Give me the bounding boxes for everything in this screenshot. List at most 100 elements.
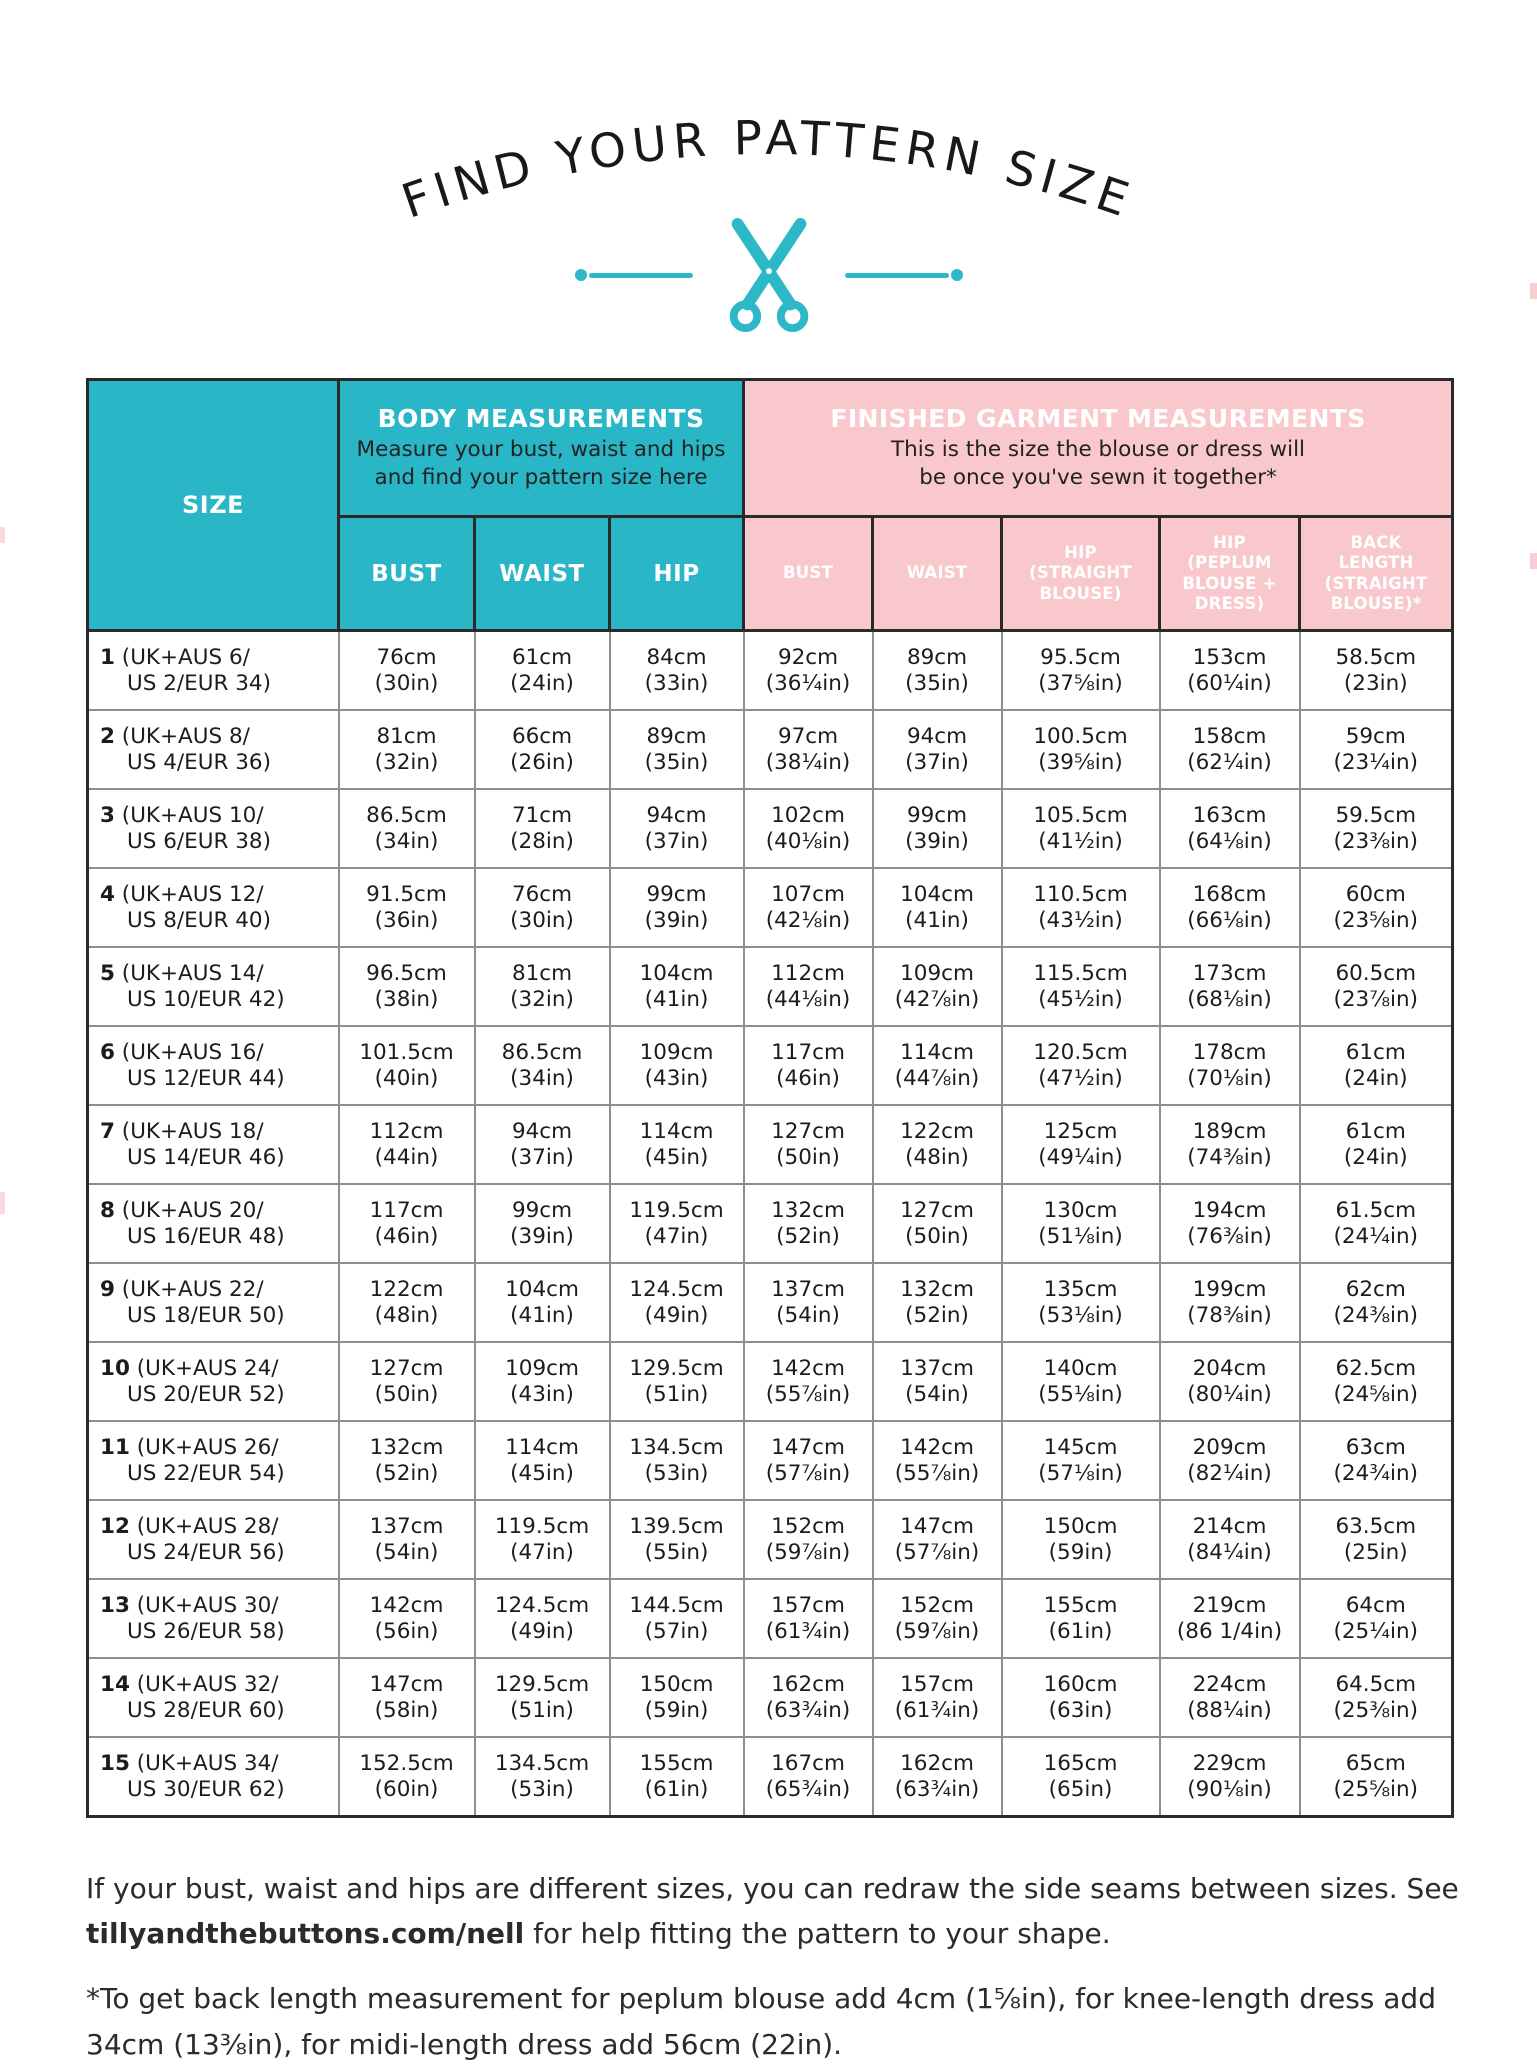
table-row: 4 (UK+AUS 12/US 8/EUR 40) 91.5cm (36in) 76c…	[86, 867, 1455, 948]
measurement-cell: 155cm (61in)	[1000, 1578, 1161, 1659]
measurement-cell: 64cm (25¼in)	[1298, 1578, 1455, 1659]
column-header: WAIST	[871, 515, 1003, 632]
measurement-cell: 61cm (24in)	[1298, 1025, 1455, 1106]
measurement-cell: 107cm (42⅛in)	[742, 867, 874, 948]
measurement-cell: 142cm (56in)	[337, 1578, 476, 1659]
measurement-cell: 89cm (35in)	[608, 709, 745, 790]
measurement-cell: 132cm (52in)	[337, 1420, 476, 1501]
measurement-cell: 162cm (63¾in)	[871, 1736, 1003, 1818]
measurement-cell: 120.5cm (47½in)	[1000, 1025, 1161, 1106]
measurement-cell: 214cm (84¼in)	[1158, 1499, 1301, 1580]
measurement-cell: 91.5cm (36in)	[337, 867, 476, 948]
table-row: 11 (UK+AUS 26/US 22/EUR 54) 132cm (52in) 11…	[86, 1420, 1455, 1501]
measurement-cell: 94cm (37in)	[871, 709, 1003, 790]
measurement-cell: 155cm (61in)	[608, 1736, 745, 1818]
dot-icon	[574, 269, 587, 281]
measurement-cell: 173cm (68⅛in)	[1158, 946, 1301, 1027]
column-header: BUST	[742, 515, 874, 632]
measurement-cell: 150cm (59in)	[608, 1657, 745, 1738]
measurement-cell: 142cm (55⅞in)	[871, 1420, 1003, 1501]
table-row: 1 (UK+AUS 6/US 2/EUR 34) 76cm (30in) 61cm (2…	[86, 629, 1455, 711]
divider-left	[574, 269, 693, 281]
measurement-cell: 139.5cm (55in)	[608, 1499, 745, 1580]
size-cell: 2 (UK+AUS 8/US 4/EUR 36)	[86, 709, 340, 790]
measurement-cell: 144.5cm (57in)	[608, 1578, 745, 1659]
measurement-cell: 63.5cm (25in)	[1298, 1499, 1455, 1580]
size-cell: 5 (UK+AUS 14/US 10/EUR 42)	[86, 946, 340, 1027]
measurement-cell: 102cm (40⅛in)	[742, 788, 874, 869]
measurement-cell: 163cm (64⅛in)	[1158, 788, 1301, 869]
measurement-cell: 124.5cm (49in)	[608, 1262, 745, 1343]
measurement-cell: 142cm (55⅞in)	[742, 1341, 874, 1422]
fitting-note: If your bust, waist and hips are differe…	[86, 1866, 1476, 1956]
measurement-cell: 109cm (43in)	[473, 1341, 611, 1422]
body-group-subtitle-line2: and find your pattern size here	[374, 465, 708, 490]
print-mark	[1530, 283, 1537, 299]
measurement-cell: 66cm (26in)	[473, 709, 611, 790]
measurement-cell: 158cm (62¼in)	[1158, 709, 1301, 790]
body-group-subtitle: Measure your bust, waist and hips and fi…	[340, 436, 742, 492]
measurement-cell: 92cm (36¼in)	[742, 629, 874, 711]
measurement-cell: 110.5cm (43½in)	[1000, 867, 1161, 948]
measurement-cell: 112cm (44⅛in)	[742, 946, 874, 1027]
measurement-cell: 189cm (74⅜in)	[1158, 1104, 1301, 1185]
measurement-cell: 62.5cm (24⅝in)	[1298, 1341, 1455, 1422]
measurement-cell: 157cm (61¾in)	[742, 1578, 874, 1659]
measurement-cell: 99cm (39in)	[871, 788, 1003, 869]
measurement-cell: 140cm (55⅛in)	[1000, 1341, 1161, 1422]
size-cell: 1 (UK+AUS 6/US 2/EUR 34)	[86, 629, 340, 711]
size-chart-table: SIZE BODY MEASUREMENTS Measure your bust…	[86, 378, 1455, 1818]
measurement-cell: 147cm (58in)	[337, 1657, 476, 1738]
print-mark	[0, 527, 5, 543]
table-row: 13 (UK+AUS 30/US 26/EUR 58) 142cm (56in) 12…	[86, 1578, 1455, 1659]
table-row: 8 (UK+AUS 20/US 16/EUR 48) 117cm (46in) 99c…	[86, 1183, 1455, 1264]
garment-group-subtitle-line2: be once you've sewn it together*	[919, 465, 1277, 490]
measurement-cell: 137cm (54in)	[742, 1262, 874, 1343]
measurement-cell: 168cm (66⅛in)	[1158, 867, 1301, 948]
measurement-cell: 157cm (61¾in)	[871, 1657, 1003, 1738]
print-mark	[0, 1192, 5, 1214]
table-row: 5 (UK+AUS 14/US 10/EUR 42) 96.5cm (38in) 81…	[86, 946, 1455, 1027]
size-cell: 4 (UK+AUS 12/US 8/EUR 40)	[86, 867, 340, 948]
measurement-cell: 114cm (45in)	[608, 1104, 745, 1185]
measurement-cell: 124.5cm (49in)	[473, 1578, 611, 1659]
measurement-cell: 119.5cm (47in)	[473, 1499, 611, 1580]
measurement-cell: 125cm (49¼in)	[1000, 1104, 1161, 1185]
measurement-cell: 127cm (50in)	[337, 1341, 476, 1422]
back-length-note: *To get back length measurement for pepl…	[86, 1982, 1436, 2061]
measurement-cell: 130cm (51⅛in)	[1000, 1183, 1161, 1264]
size-cell: 12 (UK+AUS 28/US 24/EUR 56)	[86, 1499, 340, 1580]
table-row: 7 (UK+AUS 18/US 14/EUR 46) 112cm (44in) 94c…	[86, 1104, 1455, 1185]
fitting-note-post: for help fitting the pattern to your sha…	[524, 1917, 1111, 1950]
measurement-cell: 147cm (57⅞in)	[871, 1499, 1003, 1580]
garment-group-subtitle-line1: This is the size the blouse or dress wil…	[891, 437, 1306, 463]
measurement-cell: 150cm (59in)	[1000, 1499, 1161, 1580]
measurement-cell: 134.5cm (53in)	[608, 1420, 745, 1501]
measurement-cell: 162cm (63¾in)	[742, 1657, 874, 1738]
print-mark	[1530, 553, 1537, 569]
measurement-cell: 60.5cm (23⅞in)	[1298, 946, 1455, 1027]
measurement-cell: 84cm (33in)	[608, 629, 745, 711]
measurement-cell: 145cm (57⅛in)	[1000, 1420, 1161, 1501]
measurement-cell: 117cm (46in)	[742, 1025, 874, 1106]
size-column-header: SIZE	[86, 378, 340, 632]
scissors-divider	[0, 218, 1537, 332]
size-cell: 6 (UK+AUS 16/US 12/EUR 44)	[86, 1025, 340, 1106]
divider-line	[844, 272, 949, 278]
measurement-cell: 160cm (63in)	[1000, 1657, 1161, 1738]
measurement-cell: 95.5cm (37⅝in)	[1000, 629, 1161, 711]
measurement-cell: 104cm (41in)	[473, 1262, 611, 1343]
measurement-cell: 96.5cm (38in)	[337, 946, 476, 1027]
size-cell: 11 (UK+AUS 26/US 22/EUR 54)	[86, 1420, 340, 1501]
measurement-cell: 104cm (41in)	[871, 867, 1003, 948]
measurement-cell: 59.5cm (23⅜in)	[1298, 788, 1455, 869]
measurement-cell: 114cm (45in)	[473, 1420, 611, 1501]
measurement-cell: 229cm (90⅛in)	[1158, 1736, 1301, 1818]
size-cell: 10 (UK+AUS 24/US 20/EUR 52)	[86, 1341, 340, 1422]
measurement-cell: 152.5cm (60in)	[337, 1736, 476, 1818]
column-header: WAIST	[473, 515, 611, 632]
dot-icon	[950, 269, 963, 281]
group-header-row: SIZE BODY MEASUREMENTS Measure your bust…	[86, 378, 1455, 632]
column-header: HIP (PEPLUM BLOUSE + DRESS)	[1158, 515, 1301, 632]
measurement-cell: 152cm (59⅞in)	[871, 1578, 1003, 1659]
